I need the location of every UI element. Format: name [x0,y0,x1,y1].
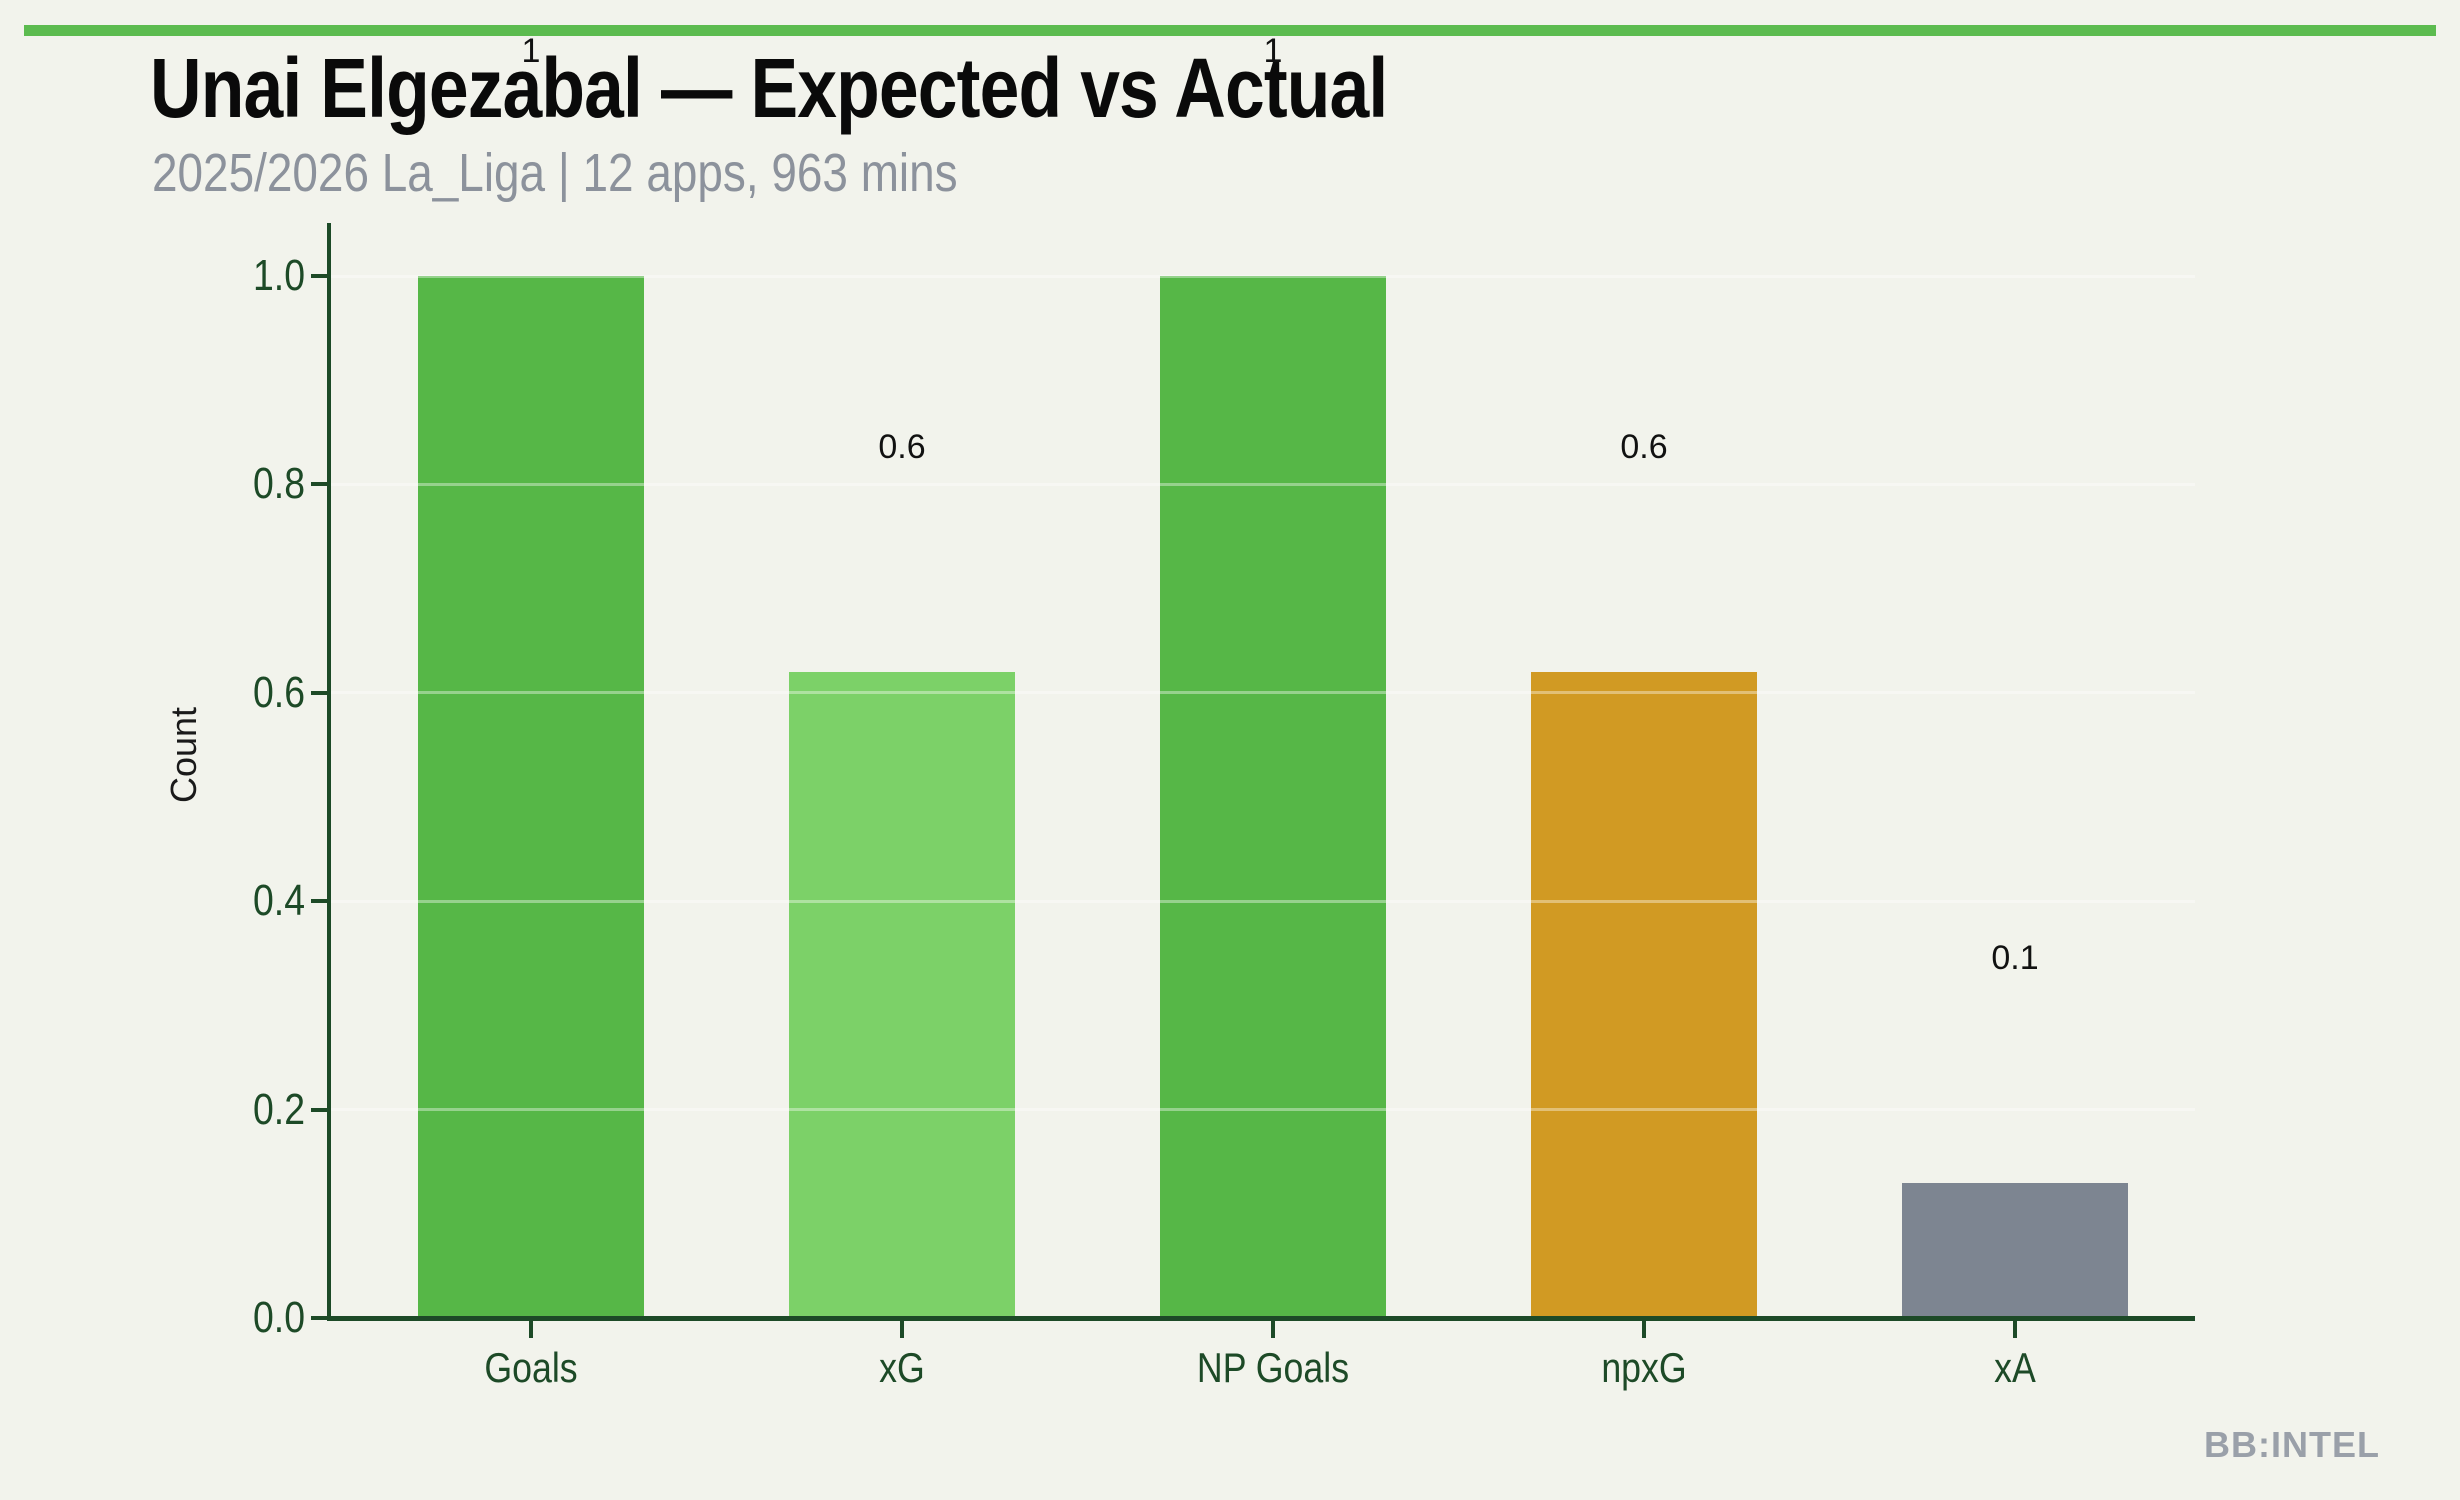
bar-xg [789,671,1015,1318]
x-axis-line [327,1316,2195,1321]
watermark: BB:INTEL [2204,1424,2380,1465]
y-tick-mark-0.6 [311,690,331,695]
chart-subtitle: 2025/2026 La_Liga | 12 apps, 963 mins [152,142,1100,204]
bar-value-label-np-goals: 1 [1263,32,1283,70]
x-tick-mark-xa [2013,1318,2017,1338]
y-tick-mark-0.8 [311,482,331,487]
y-tick-mark-0.4 [311,899,331,904]
gridline-1.0 [331,274,2195,278]
gridline-0.8 [331,482,2195,486]
y-tick-label-0.8: 0.8 [253,459,305,509]
x-category-label-xa: xA [1994,1344,2036,1391]
gridline-0.4 [331,899,2195,903]
bar-value-label-npxg: 0.6 [1620,427,1668,466]
x-category-label-xg: xG [879,1344,925,1391]
bar-value-label-xa: 0.1 [1991,938,2039,977]
top-accent-bar [24,25,2436,36]
y-tick-label-0.2: 0.2 [253,1084,305,1134]
x-category-label-goals: Goals [484,1344,578,1391]
y-tick-label-0.6: 0.6 [253,667,305,717]
y-axis-line [327,223,331,1321]
bar-goals [418,276,644,1318]
x-category-label-np-goals: NP Goals [1196,1344,1350,1391]
x-tick-mark-goals [529,1318,533,1338]
chart-subtitle-text: 2025/2026 La_Liga | 12 apps, 963 mins [152,143,958,203]
bar-value-label-goals: 1 [521,32,541,70]
bar-xa [1902,1182,2128,1318]
y-tick-label-0.4: 0.4 [253,876,305,926]
y-axis-title: Count [163,706,204,804]
bar-value-label-xg: 0.6 [878,427,926,466]
bar-np-goals [1160,276,1386,1318]
x-tick-mark-xg [900,1318,904,1338]
x-category-label-npxg: npxG [1601,1344,1687,1391]
x-tick-mark-npxg [1642,1318,1646,1338]
bar-npxg [1531,671,1757,1318]
y-tick-mark-0.2 [311,1107,331,1112]
plot-area: 1 Goals 0.6 xG 1 NP Goals 0.6 npxG 0.1 xA 0.0 0.2 0.… [253,32,2195,1391]
y-tick-label-0.0: 0.0 [253,1293,305,1342]
y-tick-mark-1.0 [311,274,331,278]
gridline-0.2 [331,1108,2195,1112]
x-tick-mark-np-goals [1271,1318,1275,1338]
chart-title: Unai Elgezabal — Expected vs Actual [150,40,1606,137]
gridline-0.6 [331,691,2195,695]
y-tick-mark-0.0 [311,1316,331,1320]
chart-title-text: Unai Elgezabal — Expected vs Actual [150,41,1388,135]
y-tick-label-1.0: 1.0 [253,251,305,300]
